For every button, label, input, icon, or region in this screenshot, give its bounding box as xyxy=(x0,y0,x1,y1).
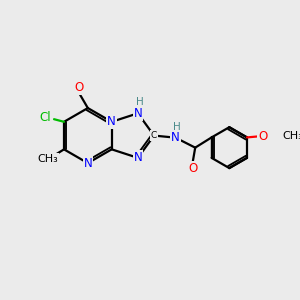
Text: N: N xyxy=(134,107,142,120)
Text: Cl: Cl xyxy=(39,111,51,124)
Text: N: N xyxy=(134,152,142,164)
Text: H: H xyxy=(136,97,144,107)
Text: CH₃: CH₃ xyxy=(282,131,300,141)
Text: N: N xyxy=(171,131,180,144)
Text: O: O xyxy=(74,81,83,94)
Text: O: O xyxy=(188,162,197,175)
Text: C: C xyxy=(151,131,157,140)
Text: H: H xyxy=(173,122,181,132)
Text: CH₃: CH₃ xyxy=(38,154,58,164)
Text: N: N xyxy=(83,157,92,169)
Text: O: O xyxy=(258,130,267,142)
Text: N: N xyxy=(107,115,116,128)
